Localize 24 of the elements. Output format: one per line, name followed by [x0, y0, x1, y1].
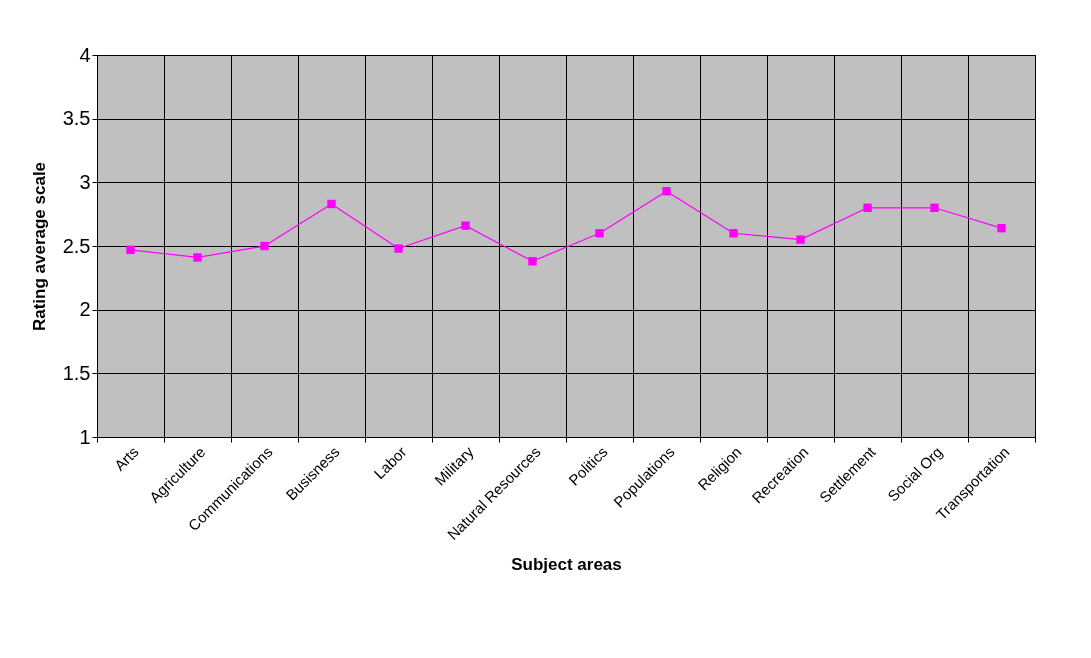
- point: [394, 244, 403, 253]
- y-tick-label: 2: [79, 298, 91, 321]
- y-tick-label: 2.5: [62, 234, 91, 257]
- y-tick-label: 1.5: [62, 361, 91, 384]
- point: [930, 203, 939, 212]
- y-tick-label: 4: [79, 43, 91, 66]
- y-tick-label: 3.5: [62, 107, 91, 130]
- point: [126, 245, 135, 254]
- point: [595, 229, 604, 238]
- y-tick-label: 1: [79, 425, 91, 448]
- point: [260, 241, 269, 251]
- y-axis-title: Rating average scale: [29, 161, 49, 332]
- point: [997, 223, 1006, 233]
- point: [193, 253, 202, 262]
- point: [662, 187, 671, 196]
- point: [528, 257, 537, 266]
- point: [461, 221, 470, 230]
- point: [863, 203, 872, 212]
- x-axis-title: Subject areas: [511, 554, 622, 574]
- y-tick-label: 3: [79, 170, 91, 193]
- x-tick-label: Arts: [110, 443, 142, 474]
- point: [729, 229, 738, 238]
- point: [327, 199, 336, 209]
- point: [796, 235, 805, 244]
